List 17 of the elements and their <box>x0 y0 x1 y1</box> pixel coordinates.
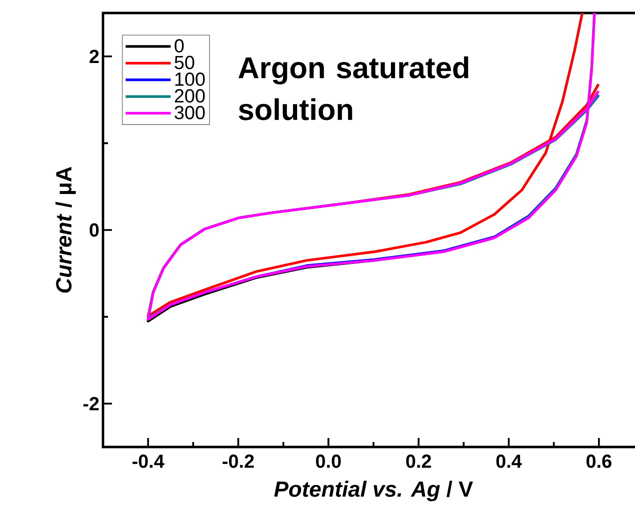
x-tick-label: -0.4 <box>132 454 164 468</box>
legend-label: 300 <box>174 106 205 120</box>
y-tick-label: 2 <box>90 50 99 64</box>
x-tick-label: -0.2 <box>222 454 254 468</box>
legend-label: 100 <box>175 72 205 86</box>
x-axis-title: Potential vs. Ag / V <box>274 480 474 502</box>
legend-label: 50 <box>174 56 194 70</box>
x-tick-label: 0.2 <box>406 454 431 468</box>
x-tick-label: 0.6 <box>586 454 612 468</box>
y-tick-label: 0 <box>90 223 99 237</box>
legend-label: 200 <box>174 89 205 103</box>
annotation: Argon saturated solution <box>238 56 468 120</box>
legend-label: 0 <box>174 39 184 52</box>
y-axis-title: Current / μA <box>55 166 76 293</box>
x-tick-label: 0.0 <box>316 454 341 468</box>
x-tick-label: 0.4 <box>496 454 522 468</box>
y-tick-label: -2 <box>83 396 99 410</box>
